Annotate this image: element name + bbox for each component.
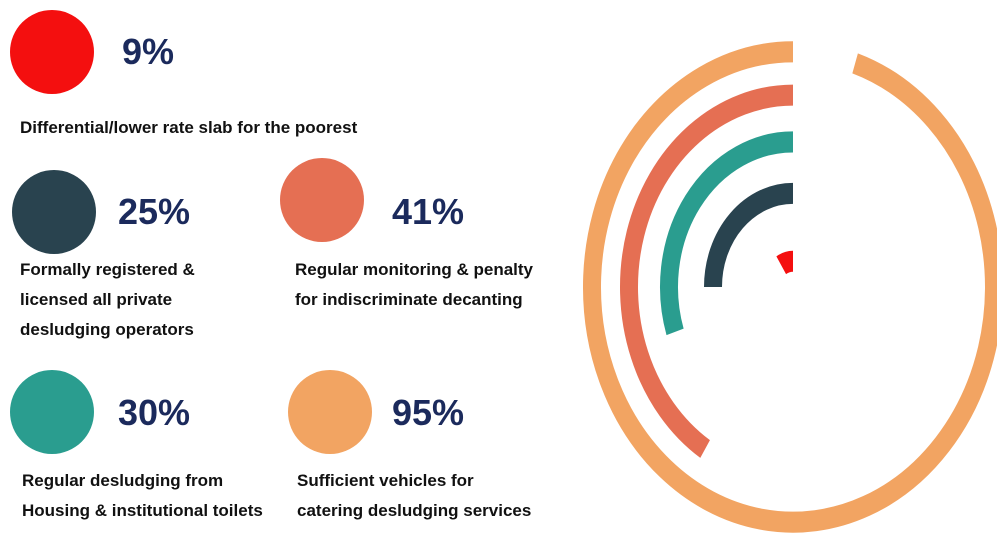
legend-dot <box>10 370 94 454</box>
ring-bar <box>620 84 794 458</box>
ring-bar <box>660 131 794 336</box>
category-label: Sufficient vehicles for catering desludg… <box>297 471 532 520</box>
legend-dot <box>10 10 94 94</box>
category-label: Formally registered & licensed all priva… <box>20 260 195 339</box>
legend-dot <box>288 370 372 454</box>
legend-dot <box>280 158 364 242</box>
category-label: Regular desludging from Housing & instit… <box>22 471 263 520</box>
category-label: Regular monitoring & penalty for indiscr… <box>295 260 534 309</box>
value-label: 9% <box>122 31 175 72</box>
ring-bar <box>583 41 997 533</box>
category-label: Differential/lower rate slab for the poo… <box>20 118 358 137</box>
ring-bar <box>776 250 794 275</box>
legend-dot <box>12 170 96 254</box>
ring-bar <box>704 182 794 288</box>
rings <box>583 41 997 533</box>
value-label: 30% <box>118 392 191 433</box>
value-label: 25% <box>118 191 191 232</box>
value-label: 95% <box>392 392 465 433</box>
value-label: 41% <box>392 191 465 232</box>
